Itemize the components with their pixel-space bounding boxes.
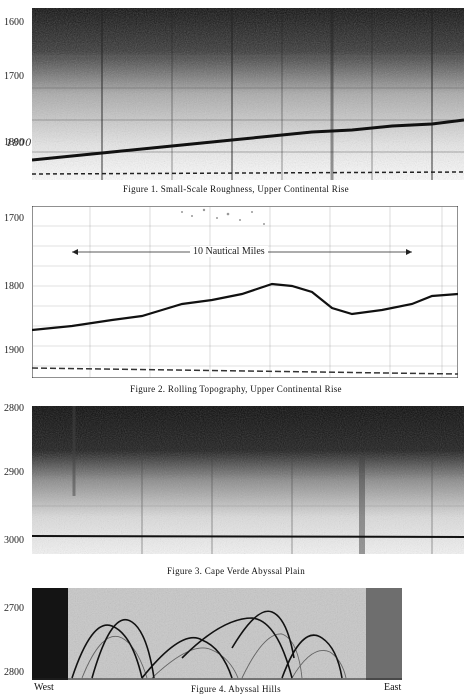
figure-2-caption: Figure 2. Rolling Topography, Upper Cont… [130, 384, 342, 394]
echogram-4-graphic [32, 588, 402, 680]
depth-tick-1700: 1700 [4, 71, 24, 82]
scale-bar-label: 10 Nautical Miles [190, 246, 268, 257]
echogram-panel-3 [32, 406, 464, 554]
echogram-3-graphic [32, 406, 464, 554]
depth-tick-1800: 1800 [4, 281, 24, 292]
figure-2: 1700 1800 1900 [0, 200, 472, 400]
echogram-panel-2 [32, 206, 458, 378]
depth-tick-2800: 2800 [4, 403, 24, 414]
echogram-panel-1 [32, 8, 464, 180]
depth-tick-2800: 2800 [4, 667, 24, 678]
depth-tick-1600: 1600 [4, 17, 24, 28]
depth-tick-1800: 1800 [4, 137, 24, 148]
figure-4-caption: Figure 4. Abyssal Hills [191, 684, 281, 694]
west-label: West [34, 682, 54, 693]
echogram-2-graphic [32, 206, 458, 378]
depth-tick-1700: 1700 [4, 213, 24, 224]
depth-tick-1900: 1900 [4, 345, 24, 356]
depth-tick-3000: 3000 [4, 535, 24, 546]
east-label: East [384, 682, 402, 693]
figure-3: 2800 2900 3000 [0, 400, 472, 580]
handwritten-depth-note: 1800 [6, 138, 32, 149]
echogram-panel-4 [32, 588, 402, 680]
echogram-1-graphic [32, 8, 464, 180]
depth-tick-2900: 2900 [4, 467, 24, 478]
figure-1-caption: Figure 1. Small-Scale Roughness, Upper C… [123, 184, 349, 194]
figure-4: 2700 2800 [0, 580, 472, 700]
figure-3-caption: Figure 3. Cape Verde Abyssal Plain [166, 566, 306, 576]
figure-1: 1600 1700 1800 [0, 0, 472, 200]
depth-tick-2700: 2700 [4, 603, 24, 614]
